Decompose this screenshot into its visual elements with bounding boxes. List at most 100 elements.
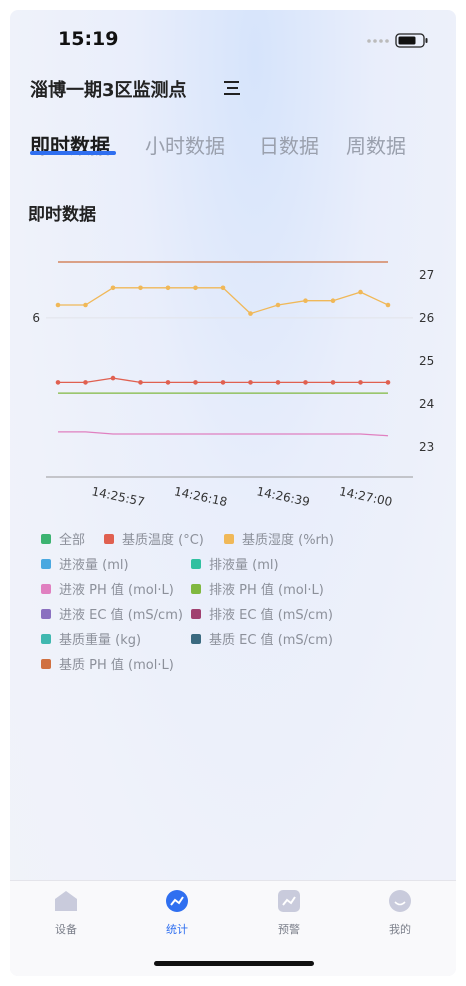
legend-swatch: [191, 583, 201, 594]
legend-item[interactable]: 排液量 (ml): [191, 554, 279, 573]
phone-screen: 15:19 淄博一期3区监测点 即时数据 小时数据 日数据 周数据 即时数据 6 23 2…: [10, 10, 456, 976]
data-point: [275, 380, 281, 385]
x-tick-label: 14:25:57: [90, 484, 146, 509]
legend-label: 进液 EC 值 (mS/cm): [59, 608, 183, 623]
data-point: [358, 289, 363, 295]
legend-label: 基质湿度 (%rh): [242, 533, 334, 548]
data-point: [138, 380, 143, 385]
legend-label: 进液 PH 值 (mol·L): [59, 583, 174, 598]
y2-tick-label: 27: [419, 268, 434, 282]
y-tick-label: 6: [32, 311, 40, 325]
nav-icon: [278, 890, 300, 912]
legend-swatch: [41, 583, 51, 594]
legend-item[interactable]: 进液 EC 值 (mS/cm): [41, 604, 183, 623]
y2-tick-label: 24: [419, 397, 434, 411]
data-point: [220, 380, 226, 385]
legend-label: 基质 PH 值 (mol·L): [59, 658, 174, 673]
icon-shape: [389, 890, 411, 912]
tab[interactable]: 周数据: [346, 134, 406, 158]
legend-item[interactable]: 进液 PH 值 (mol·L): [41, 579, 174, 598]
legend-swatch: [191, 633, 201, 644]
data-point: [193, 380, 198, 385]
nav-icon: [55, 891, 77, 911]
tab[interactable]: 日数据: [259, 134, 319, 158]
nav-item[interactable]: 统计: [147, 889, 207, 949]
legend-item[interactable]: 基质重量 (kg): [41, 629, 141, 648]
tab-underline: [30, 151, 116, 155]
data-point: [303, 380, 308, 385]
data-point: [110, 375, 116, 381]
status-time: 15:19: [58, 28, 119, 50]
data-point: [248, 311, 253, 316]
section-title: 即时数据: [28, 205, 96, 225]
data-point: [83, 302, 88, 308]
status-icons: [367, 33, 428, 48]
data-point: [248, 380, 253, 385]
legend-label: 排液 PH 值 (mol·L): [209, 583, 324, 598]
data-point: [165, 380, 171, 385]
page-title: 淄博一期3区监测点: [30, 80, 187, 101]
legend-label: 基质 EC 值 (mS/cm): [209, 633, 333, 648]
legend-label: 基质温度 (°C): [122, 533, 204, 548]
icon-glyph: [170, 896, 184, 906]
nav-icon: [389, 890, 411, 912]
data-point: [138, 285, 143, 291]
legend-item[interactable]: 进液量 (ml): [41, 554, 129, 573]
legend-swatch: [41, 558, 51, 569]
tab[interactable]: 小时数据: [145, 134, 225, 158]
legend-item[interactable]: 基质 EC 值 (mS/cm): [191, 629, 333, 648]
nav-item[interactable]: 预警: [259, 889, 319, 949]
chart: 6 23 24 25 26 27 14:25:57 14:26:18 14:26:39 14:27…: [32, 261, 434, 509]
legend-item[interactable]: 排液 EC 值 (mS/cm): [191, 604, 333, 623]
legend-swatch: [41, 658, 51, 669]
menu-icon[interactable]: [222, 79, 242, 97]
y2-tick-label: 26: [419, 311, 434, 325]
x-tick-label: 14:26:18: [173, 484, 229, 509]
legend-swatch: [41, 533, 51, 544]
data-point: [330, 298, 336, 304]
data-point: [83, 380, 88, 385]
legend-swatch: [191, 608, 201, 619]
nav-label: 统计: [166, 923, 188, 936]
bottom-nav: 设备 统计 预警 我的: [10, 880, 456, 976]
data-point: [55, 302, 61, 308]
data-point: [330, 380, 336, 385]
legend-swatch: [224, 533, 234, 544]
x-tick-label: 14:27:00: [338, 484, 394, 509]
legend-item[interactable]: 基质温度 (°C): [104, 529, 204, 548]
data-point: [385, 380, 391, 385]
data-point: [220, 285, 226, 291]
legend-label: 全部: [59, 533, 86, 548]
x-tick-label: 14:26:39: [255, 484, 311, 509]
legend-label: 排液量 (ml): [209, 558, 279, 573]
nav-icon: [166, 890, 188, 912]
icon-glyph: [282, 896, 296, 906]
legend-swatch: [191, 558, 201, 569]
legend-item[interactable]: 基质 PH 值 (mol·L): [41, 654, 174, 673]
legend-label: 基质重量 (kg): [59, 633, 142, 648]
series-line: [58, 431, 389, 437]
data-point: [55, 380, 61, 385]
data-point: [165, 285, 171, 291]
nav-label: 预警: [278, 923, 300, 936]
home-indicator: [154, 961, 314, 966]
legend-label: 排液 EC 值 (mS/cm): [209, 608, 333, 623]
nav-label: 设备: [55, 923, 77, 936]
y2-tick-label: 23: [419, 440, 434, 454]
nav-item[interactable]: 设备: [36, 889, 96, 949]
data-point: [385, 302, 391, 308]
legend-label: 进液量 (ml): [59, 558, 129, 573]
data-point: [275, 302, 281, 308]
legend-item[interactable]: 基质湿度 (%rh): [224, 529, 334, 548]
data-point: [358, 380, 363, 385]
series-line: [58, 287, 389, 315]
data-point: [193, 285, 198, 291]
legend-swatch: [41, 633, 51, 644]
nav-item[interactable]: 我的: [370, 889, 430, 949]
y2-tick-label: 25: [419, 354, 434, 368]
legend-item[interactable]: 排液 PH 值 (mol·L): [191, 579, 324, 598]
legend-item[interactable]: 全部: [41, 529, 85, 548]
legend-swatch: [41, 608, 51, 619]
data-point: [303, 298, 308, 304]
icon-glyph: [394, 901, 406, 906]
